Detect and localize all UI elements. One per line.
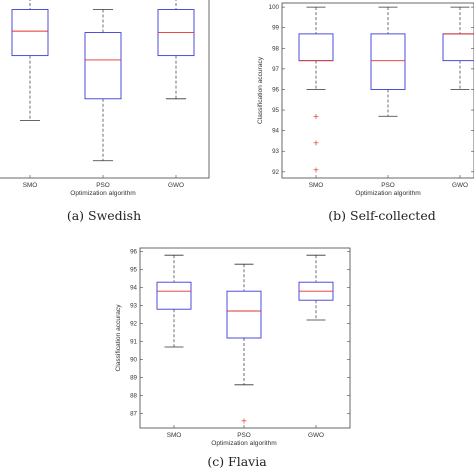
box-smo	[156, 254, 192, 348]
iqr-box	[156, 281, 192, 310]
panel-self-collected: 92 93 94 95 96 97 98 99 100 Classification accura…	[257, 2, 474, 197]
caption-flavia: (c) Flavia	[207, 454, 267, 469]
iqr-box	[11, 9, 49, 57]
y-tick-label: 98	[272, 45, 279, 52]
outlier-marker: +	[313, 139, 320, 148]
y-tick-label: 87	[130, 411, 137, 418]
box-pso	[370, 6, 406, 117]
box-pso	[84, 9, 122, 162]
x-tick-label: SMO	[23, 182, 38, 189]
box-pso: +	[226, 263, 262, 425]
box-gwo	[298, 254, 334, 321]
y-tick-label: 89	[130, 375, 137, 382]
x-axis-label: Optimization algorithm	[211, 440, 277, 447]
y-tick-label: 96	[130, 249, 137, 256]
panel-flavia: 87 88 89 90 91 92 93 94 95 96 Classification accur…	[115, 247, 351, 447]
y-tick-label: 90	[130, 357, 137, 364]
x-tick-label: PSO	[96, 182, 110, 189]
y-axis-label: Classification accuracy	[115, 304, 122, 372]
box-gwo	[157, 0, 195, 100]
y-axis-label: Classification accuracy	[257, 56, 264, 124]
axes-frame	[281, 2, 474, 179]
x-tick-label: GWO	[308, 432, 324, 439]
y-tick-label: 93	[272, 148, 279, 155]
x-tick-label: GWO	[168, 182, 184, 189]
axes-frame	[0, 0, 210, 179]
x-tick-label: SMO	[167, 432, 182, 439]
x-axis-label: Optimization algorithm	[355, 190, 421, 197]
y-tick-label: 94	[272, 128, 279, 135]
caption-self-collected: (b) Self-collected	[328, 208, 435, 223]
box-smo	[11, 0, 49, 121]
y-tick-label: 95	[130, 267, 137, 274]
x-tick-label: GWO	[452, 182, 468, 189]
y-tick-label: 91	[130, 339, 137, 346]
y-tick-label: 99	[272, 25, 279, 32]
outlier-marker: +	[313, 112, 320, 121]
y-tick-label: 100	[269, 4, 280, 11]
panel-swedish: SMO PSO GWO Optimization algorithm	[0, 0, 210, 197]
y-tick-label: 95	[272, 107, 279, 114]
y-tick-label: 96	[272, 86, 279, 93]
x-tick-label: PSO	[237, 432, 251, 439]
iqr-box	[370, 33, 406, 90]
y-tick-label: 88	[130, 393, 137, 400]
x-tick-label: PSO	[381, 182, 395, 189]
iqr-box	[226, 290, 262, 339]
outlier-marker: +	[241, 416, 248, 425]
caption-swedish: (a) Swedish	[67, 208, 141, 223]
y-tick-label: 92	[272, 169, 279, 176]
y-tick-label: 97	[272, 66, 279, 73]
iqr-box	[84, 32, 122, 100]
y-tick-label: 92	[130, 321, 137, 328]
y-tick-label: 94	[130, 285, 137, 292]
x-tick-label: SMO	[309, 182, 324, 189]
y-tick-label: 93	[130, 303, 137, 310]
outlier-marker: +	[313, 165, 320, 174]
box-gwo	[442, 6, 474, 90]
box-smo: + + +	[298, 6, 334, 174]
x-axis-label: Optimization algorithm	[70, 190, 136, 197]
